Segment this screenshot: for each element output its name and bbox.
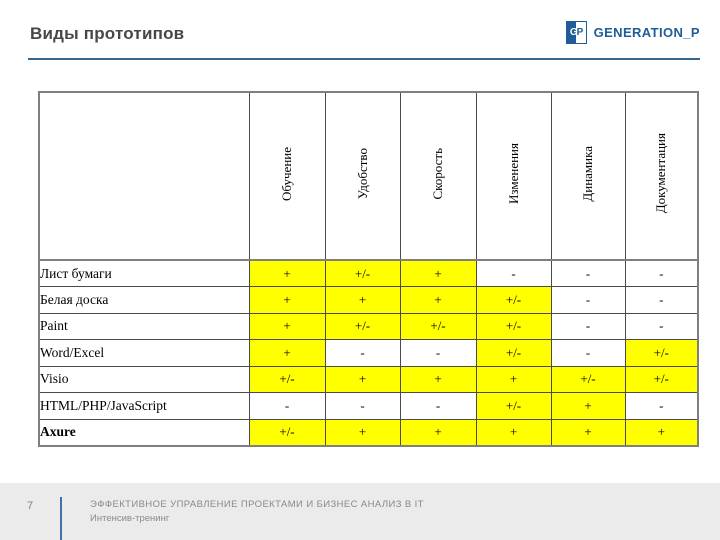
row-label: HTML/PHP/JavaScript (38, 392, 250, 420)
value-cell: - (475, 259, 552, 287)
value-cell: + (399, 286, 477, 314)
value-cell: + (399, 418, 477, 446)
logo-icon-blue-half (566, 22, 577, 43)
column-header: Скорость (399, 91, 477, 261)
value-cell: +/- (324, 312, 401, 340)
value-cell: +/- (475, 312, 552, 340)
footer-text: ЭФФЕКТИВНОЕ УПРАВЛЕНИЕ ПРОЕКТАМИ И БИЗНЕ… (90, 498, 424, 526)
value-cell: +/- (624, 365, 699, 393)
value-cell: - (399, 392, 477, 420)
column-header: Документация (624, 91, 699, 261)
value-cell: - (624, 392, 699, 420)
column-header: Обучение (248, 91, 326, 261)
row-label: Paint (38, 312, 250, 340)
table-row: Белая доска + + + +/- - - (38, 286, 699, 314)
value-cell: - (550, 312, 626, 340)
footer-course-subtitle: Интенсив-тренинг (90, 513, 170, 524)
value-cell: +/- (399, 312, 477, 340)
value-cell: +/- (624, 339, 699, 367)
column-header-label: Обучение (279, 146, 294, 201)
value-cell: + (324, 418, 401, 446)
value-cell: + (550, 392, 626, 420)
value-cell: +/- (475, 286, 552, 314)
page-number: 7 (27, 500, 34, 512)
table-row: Лист бумаги + +/- + - - - (38, 259, 699, 287)
logo-text: GENERATION_P (593, 25, 700, 40)
row-label: Белая доска (38, 286, 250, 314)
table-body: Лист бумаги + +/- + - - - Белая доска + + + +/- - - Pa… (38, 259, 699, 446)
column-header: Динамика (550, 91, 626, 261)
value-cell: - (624, 286, 699, 314)
column-header-label: Изменения (505, 143, 521, 204)
value-cell: +/- (324, 259, 401, 287)
row-label: Лист бумаги (38, 259, 250, 287)
logo-letter-g: G (569, 27, 578, 38)
column-header-label: Динамика (580, 145, 595, 202)
logo-letter-p: P (576, 27, 584, 38)
footer-divider-line (60, 497, 62, 540)
value-cell: + (399, 365, 477, 393)
value-cell: + (324, 365, 401, 393)
value-cell: - (624, 259, 699, 287)
row-label: Visio (38, 365, 250, 393)
value-cell: + (475, 365, 552, 393)
value-cell: - (550, 339, 626, 367)
table-row: Word/Excel + - - +/- - +/- (38, 339, 699, 367)
column-header: Изменения (475, 91, 552, 261)
value-cell: - (624, 312, 699, 340)
value-cell: - (550, 286, 626, 314)
value-cell: +/- (475, 392, 552, 420)
corner-cell (38, 91, 250, 261)
header-row: Обучение Удобство Скорость Изменения Динамик… (38, 91, 699, 261)
value-cell: - (248, 392, 326, 420)
row-label: Axure (38, 418, 250, 446)
table-row: Axure +/- + + + + + (38, 418, 699, 446)
value-cell: + (324, 286, 401, 314)
value-cell: - (324, 392, 401, 420)
value-cell: +/- (248, 418, 326, 446)
value-cell: + (624, 418, 699, 446)
value-cell: + (248, 286, 326, 314)
value-cell: + (248, 312, 326, 340)
prototype-comparison-table: Обучение Удобство Скорость Изменения Динамик… (38, 91, 699, 447)
table-row: Visio +/- + + + +/- +/- (38, 365, 699, 393)
row-label: Word/Excel (38, 339, 250, 367)
footer: 7 ЭФФЕКТИВНОЕ УПРАВЛЕНИЕ ПРОЕКТАМИ И БИЗ… (0, 483, 720, 540)
value-cell: +/- (475, 339, 552, 367)
table-row: HTML/PHP/JavaScript - - - +/- + - (38, 392, 699, 420)
value-cell: - (399, 339, 477, 367)
page-title: Виды прототипов (30, 24, 185, 43)
title-underline (28, 58, 700, 60)
value-cell: - (550, 259, 626, 287)
value-cell: + (248, 339, 326, 367)
value-cell: + (550, 418, 626, 446)
value-cell: +/- (248, 365, 326, 393)
column-header-label: Скорость (430, 147, 445, 200)
table-row: Paint + +/- +/- +/- - - (38, 312, 699, 340)
value-cell: + (399, 259, 477, 287)
value-cell: + (475, 418, 552, 446)
value-cell: + (248, 259, 326, 287)
footer-course-title: ЭФФЕКТИВНОЕ УПРАВЛЕНИЕ ПРОЕКТАМИ И БИЗНЕ… (90, 499, 424, 510)
column-header-label: Удобство (354, 147, 370, 200)
column-header-label: Документация (653, 133, 669, 214)
value-cell: - (324, 339, 401, 367)
value-cell: +/- (550, 365, 626, 393)
column-header: Удобство (324, 91, 401, 261)
